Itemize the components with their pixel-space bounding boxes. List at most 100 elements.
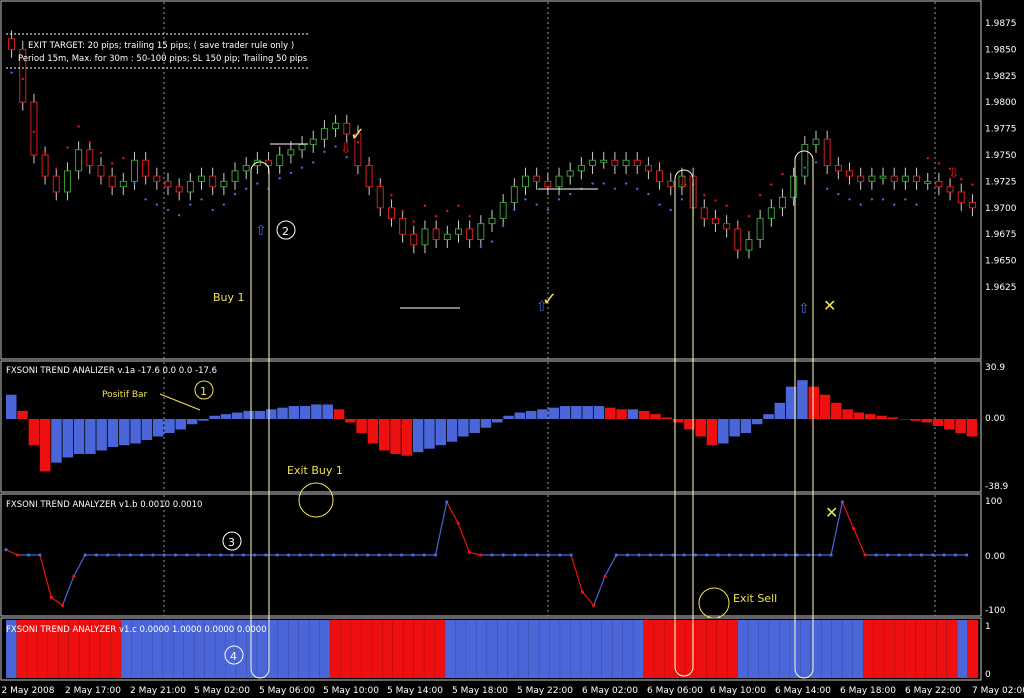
candle-body [209,175,217,188]
line-segment [446,501,459,524]
time-tick: 6 May 18:00 [840,686,896,696]
line-point [332,553,336,557]
trend-dot [278,177,281,180]
candle-body [745,238,753,251]
candle-body [968,202,976,209]
candle-body [477,223,485,240]
x-axis-labels: 2 May 2008 2 May 17:00 2 May 21:00 5 May 02… [2,686,1024,696]
histogram-bar [367,419,379,444]
candle-body [86,149,94,167]
line-point [241,553,245,557]
buy-oval [250,161,270,679]
trend-dot [680,198,684,201]
trend-dot [155,203,159,206]
histogram-bar [401,419,413,456]
buy-label: Buy 1 [213,291,245,304]
candle-body [633,159,641,167]
histogram-bar [232,412,243,419]
state-bar [528,620,540,678]
line-point [546,553,551,557]
histogram-bar [333,409,345,419]
line-point [739,553,743,557]
state-bar [183,620,195,678]
state-bar [821,620,832,678]
candle-body [667,180,675,188]
histogram-bar [876,415,887,419]
up-arrow-icon: ⇧ [798,301,810,317]
line-point [908,553,912,557]
indicator-tick: -100 [985,606,1006,616]
trend-dot [457,204,460,207]
price-tick: 1.9800 [985,98,1017,108]
histogram-bar [842,409,853,419]
state-bar [476,620,487,678]
sell-oval [674,169,694,677]
candle-body [555,175,563,188]
third-oval [794,150,814,679]
state-bar [727,620,738,678]
state-bar [340,620,352,678]
line-point [366,553,370,557]
state-bar [758,620,770,678]
state-bar [309,620,320,678]
marker-circle-4 [224,645,244,665]
histogram-bar [684,419,695,430]
line-point [219,553,223,557]
time-tick: 6 May 06:00 [647,686,703,696]
trend-dot [658,203,661,206]
candle-body [499,202,507,219]
trend-dot [803,166,807,169]
histogram-bar [627,409,639,419]
time-tick: 2 May 2008 [2,686,55,696]
line-point [343,553,347,557]
line-point [140,553,144,557]
state-bar [371,620,383,678]
state-bar [486,620,498,678]
state-bar [361,620,373,678]
histogram-bar [288,406,300,419]
trend-dot [367,162,371,165]
trend-dot [211,208,214,212]
histogram-bar [220,414,232,419]
state-bar [768,620,780,678]
time-tick: 5 May 22:00 [517,686,573,696]
histogram-bar [356,419,367,433]
state-bar [173,620,184,678]
trend-dot [557,198,561,201]
line-point [377,553,381,557]
trend-dot [747,215,751,218]
histogram-bar [695,419,706,437]
line-point [693,553,698,557]
candle-body [309,138,317,145]
trend-dot [490,240,494,243]
line-segment [434,501,448,556]
histogram-bar [254,410,266,419]
candle-body [242,165,250,172]
candle-body [97,165,105,177]
line-point [27,553,31,557]
state-bar [622,620,634,678]
candle-body [801,143,809,177]
state-bar [883,620,895,678]
candle-body [611,159,619,167]
histogram-bar [785,386,797,419]
candle-body [8,38,16,50]
line-segment [581,591,595,606]
cross-icon: ✕ [823,296,836,315]
trend-dot [758,193,762,197]
state-title: FXSONI TREND ANALYZER v1.c 0.0000 1.0000… [6,625,267,635]
histogram-bar [503,415,514,419]
candle-body [846,170,854,177]
candle-body [656,170,664,182]
histogram-bar [921,419,932,423]
candle-body [857,175,865,182]
marker-circle-1 [194,380,214,400]
note-line-2: Period 15m, Max. for 30m : 50-100 pips; … [18,54,308,64]
line-point [795,553,799,557]
indicator-tick: 1 [985,622,991,632]
price-tick: 1.9875 [985,19,1017,29]
state-bar [110,620,122,678]
trend-dot [837,192,840,196]
state-bar [497,620,508,678]
